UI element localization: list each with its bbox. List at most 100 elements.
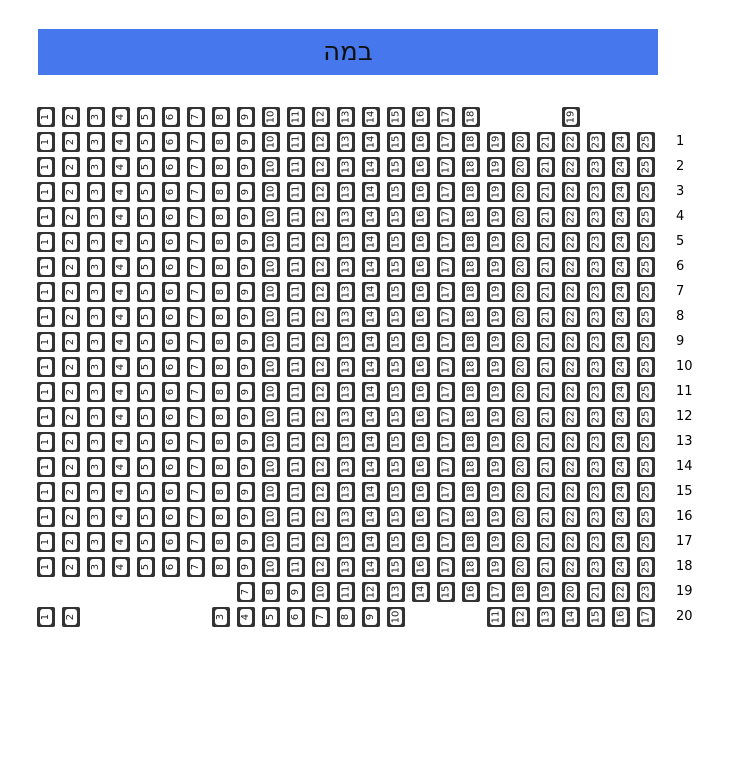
seat[interactable]: 25 (637, 357, 655, 377)
seat[interactable]: 23 (587, 482, 605, 502)
seat[interactable]: 17 (437, 332, 455, 352)
seat[interactable]: 1 (37, 332, 55, 352)
seat[interactable]: 1 (37, 457, 55, 477)
seat[interactable]: 19 (562, 107, 580, 127)
seat[interactable]: 8 (212, 507, 230, 527)
seat[interactable]: 18 (462, 407, 480, 427)
seat[interactable]: 19 (487, 132, 505, 152)
seat[interactable]: 1 (37, 257, 55, 277)
seat[interactable]: 22 (562, 507, 580, 527)
seat[interactable]: 16 (412, 382, 430, 402)
seat[interactable]: 14 (362, 107, 380, 127)
seat[interactable]: 4 (112, 182, 130, 202)
seat[interactable]: 6 (162, 232, 180, 252)
seat[interactable]: 12 (312, 507, 330, 527)
seat[interactable]: 18 (462, 282, 480, 302)
seat[interactable]: 1 (37, 357, 55, 377)
seat[interactable]: 4 (112, 482, 130, 502)
seat[interactable]: 5 (137, 357, 155, 377)
seat[interactable]: 16 (412, 107, 430, 127)
seat[interactable]: 5 (137, 307, 155, 327)
seat[interactable]: 23 (637, 582, 655, 602)
seat[interactable]: 19 (487, 482, 505, 502)
seat[interactable]: 2 (62, 132, 80, 152)
seat[interactable]: 15 (387, 407, 405, 427)
seat[interactable]: 9 (237, 282, 255, 302)
seat[interactable]: 15 (387, 457, 405, 477)
seat[interactable]: 14 (362, 407, 380, 427)
seat[interactable]: 13 (337, 432, 355, 452)
seat[interactable]: 17 (437, 382, 455, 402)
seat[interactable]: 23 (587, 332, 605, 352)
seat[interactable]: 13 (537, 607, 555, 627)
seat[interactable]: 13 (337, 557, 355, 577)
seat[interactable]: 19 (487, 382, 505, 402)
seat[interactable]: 19 (487, 307, 505, 327)
seat[interactable]: 6 (162, 182, 180, 202)
seat[interactable]: 21 (537, 257, 555, 277)
seat[interactable]: 19 (487, 507, 505, 527)
seat[interactable]: 23 (587, 432, 605, 452)
seat[interactable]: 19 (487, 157, 505, 177)
seat[interactable]: 14 (362, 207, 380, 227)
seat[interactable]: 4 (112, 382, 130, 402)
seat[interactable]: 20 (512, 457, 530, 477)
seat[interactable]: 2 (62, 232, 80, 252)
seat[interactable]: 18 (512, 582, 530, 602)
seat[interactable]: 20 (512, 557, 530, 577)
seat[interactable]: 2 (62, 357, 80, 377)
seat[interactable]: 19 (487, 182, 505, 202)
seat[interactable]: 15 (387, 507, 405, 527)
seat[interactable]: 11 (287, 157, 305, 177)
seat[interactable]: 13 (337, 507, 355, 527)
seat[interactable]: 10 (262, 357, 280, 377)
seat[interactable]: 18 (462, 482, 480, 502)
seat[interactable]: 3 (87, 332, 105, 352)
seat[interactable]: 22 (562, 232, 580, 252)
seat[interactable]: 13 (387, 582, 405, 602)
seat[interactable]: 16 (412, 332, 430, 352)
seat[interactable]: 16 (412, 232, 430, 252)
seat[interactable]: 12 (312, 532, 330, 552)
seat[interactable]: 16 (412, 457, 430, 477)
seat[interactable]: 5 (137, 332, 155, 352)
seat[interactable]: 6 (162, 382, 180, 402)
seat[interactable]: 5 (137, 507, 155, 527)
seat[interactable]: 2 (62, 532, 80, 552)
seat[interactable]: 11 (287, 232, 305, 252)
seat[interactable]: 8 (212, 382, 230, 402)
seat[interactable]: 4 (112, 232, 130, 252)
seat[interactable]: 13 (337, 132, 355, 152)
seat[interactable]: 10 (262, 457, 280, 477)
seat[interactable]: 4 (112, 257, 130, 277)
seat[interactable]: 15 (387, 532, 405, 552)
seat[interactable]: 5 (137, 482, 155, 502)
seat[interactable]: 25 (637, 282, 655, 302)
seat[interactable]: 4 (112, 532, 130, 552)
seat[interactable]: 6 (162, 432, 180, 452)
seat[interactable]: 20 (512, 157, 530, 177)
seat[interactable]: 24 (612, 257, 630, 277)
seat[interactable]: 7 (187, 432, 205, 452)
seat[interactable]: 12 (312, 207, 330, 227)
seat[interactable]: 4 (112, 282, 130, 302)
seat[interactable]: 20 (562, 582, 580, 602)
seat[interactable]: 9 (237, 132, 255, 152)
seat[interactable]: 2 (62, 482, 80, 502)
seat[interactable]: 1 (37, 232, 55, 252)
seat[interactable]: 22 (562, 432, 580, 452)
seat[interactable]: 18 (462, 257, 480, 277)
seat[interactable]: 11 (287, 432, 305, 452)
seat[interactable]: 4 (112, 407, 130, 427)
seat[interactable]: 4 (237, 607, 255, 627)
seat[interactable]: 4 (112, 457, 130, 477)
seat[interactable]: 4 (112, 332, 130, 352)
seat[interactable]: 15 (387, 232, 405, 252)
seat[interactable]: 23 (587, 507, 605, 527)
seat[interactable]: 22 (562, 407, 580, 427)
seat[interactable]: 19 (487, 332, 505, 352)
seat[interactable]: 22 (562, 182, 580, 202)
seat[interactable]: 13 (337, 407, 355, 427)
seat[interactable]: 20 (512, 407, 530, 427)
seat[interactable]: 11 (287, 482, 305, 502)
